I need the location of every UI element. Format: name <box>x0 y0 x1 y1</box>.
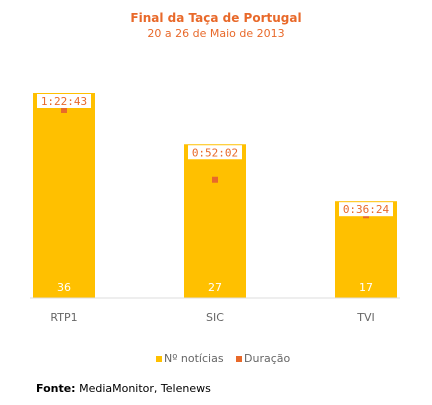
legend-swatch-noticias <box>156 356 162 362</box>
chart-title: Final da Taça de Portugal <box>130 11 301 25</box>
duration-label-sic: 0:52:02 <box>192 146 238 159</box>
legend-label-noticias: Nº notícias <box>164 352 224 365</box>
category-label-sic: SIC <box>206 311 224 324</box>
source-note: Fonte: MediaMonitor, Telenews <box>36 382 211 395</box>
plot-area: 36 RTP1 1:22:43 27 SIC 0:52:02 17 TVI 0:36:24 <box>33 93 397 324</box>
count-label-sic: 27 <box>208 281 222 294</box>
duration-label-box-tvi <box>339 202 393 217</box>
duration-label-rtp1: 1:22:43 <box>41 95 87 108</box>
bar-sic <box>184 144 246 298</box>
legend-label-duracao: Duração <box>244 352 290 365</box>
category-label-rtp1: RTP1 <box>50 311 77 324</box>
category-label-tvi: TVI <box>356 311 375 324</box>
duration-label-box-rtp1 <box>37 94 91 108</box>
legend: Nº notícias Duração <box>156 352 290 365</box>
legend-swatch-duracao <box>236 356 242 362</box>
duration-marker-rtp1 <box>61 107 67 113</box>
duration-label-box-sic <box>188 145 242 160</box>
chart-subtitle: 20 a 26 de Maio de 2013 <box>147 27 284 40</box>
duration-marker-sic <box>212 176 218 183</box>
bar-rtp1 <box>33 93 95 298</box>
duration-label-tvi: 0:36:24 <box>343 203 390 216</box>
count-label-rtp1: 36 <box>57 281 71 294</box>
source-text: MediaMonitor, Telenews <box>79 382 211 395</box>
source-label: Fonte: <box>36 382 76 395</box>
count-label-tvi: 17 <box>359 281 373 294</box>
